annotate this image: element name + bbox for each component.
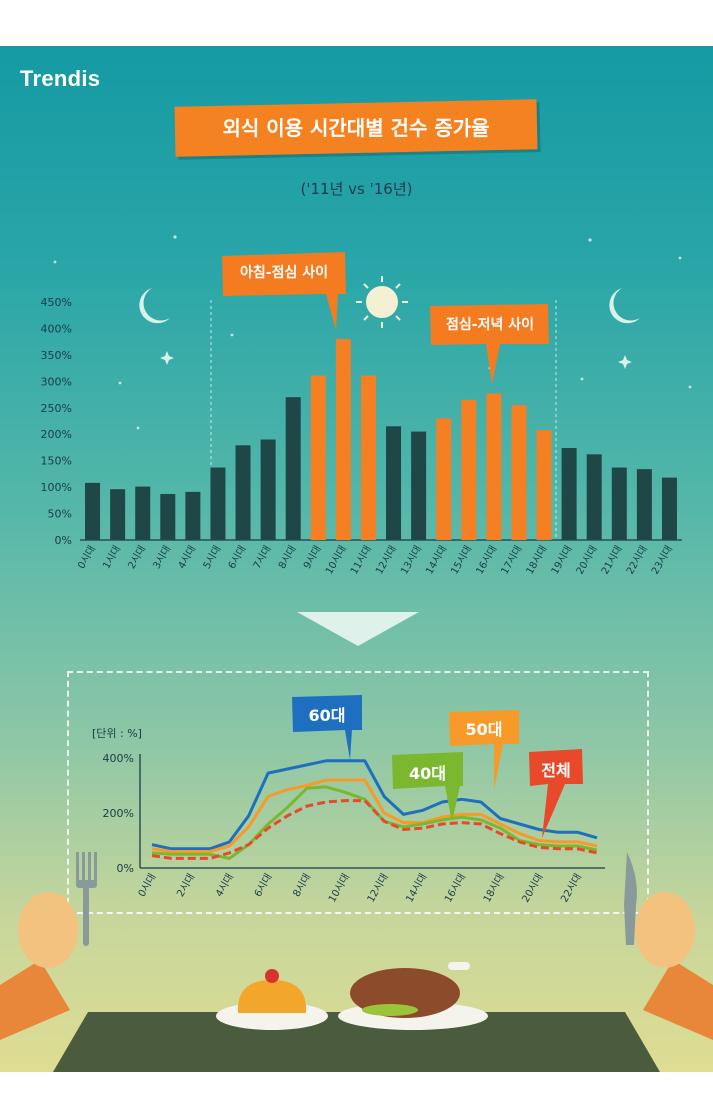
bar-4시대 bbox=[185, 491, 201, 540]
bar-2시대 bbox=[135, 486, 151, 540]
sun-icon bbox=[356, 276, 408, 328]
callout-shapes bbox=[222, 252, 549, 384]
bar-18시대 bbox=[536, 429, 552, 540]
callout-lunch-dinner: 점심-저녁 사이 bbox=[446, 317, 534, 333]
bar-6시대 bbox=[235, 445, 251, 540]
callout-50-bg bbox=[449, 710, 519, 790]
bar-chart: 0%50%100%150%200%250%300%350%400%450%0시대… bbox=[41, 296, 682, 576]
y-tick-label: 200% bbox=[103, 807, 134, 820]
logo: Trendis bbox=[20, 66, 101, 91]
callout-60-bg bbox=[292, 695, 362, 760]
callout-morning-lunch: 아침-점심 사이 bbox=[240, 265, 328, 281]
moon-right-icon bbox=[609, 288, 640, 324]
bar-20시대 bbox=[586, 454, 602, 540]
bar-8시대 bbox=[285, 397, 301, 540]
y-tick-label: 0% bbox=[55, 534, 72, 547]
fork-icon bbox=[76, 852, 97, 946]
bar-23시대 bbox=[661, 477, 677, 540]
callout-40-bg bbox=[392, 752, 463, 822]
bar-13시대 bbox=[411, 431, 427, 540]
callout-morning-lunch-bg bbox=[222, 252, 346, 330]
page-subtitle: ('11년 vs '16년) bbox=[300, 180, 413, 198]
y-tick-label: 150% bbox=[41, 455, 72, 468]
star-icon bbox=[618, 355, 632, 369]
line-chart-frame bbox=[67, 671, 649, 914]
cherry bbox=[265, 969, 279, 983]
y-tick-label: 0% bbox=[117, 862, 134, 875]
series-line-50대 bbox=[151, 778, 598, 853]
y-tick-label: 50% bbox=[48, 508, 72, 521]
bar-1시대 bbox=[110, 489, 126, 540]
bar-5시대 bbox=[210, 467, 226, 540]
right-cuff bbox=[643, 960, 713, 1040]
y-tick-label: 400% bbox=[41, 322, 72, 335]
series-line-60대 bbox=[151, 759, 598, 851]
bar-14시대 bbox=[436, 418, 452, 540]
bar-11시대 bbox=[360, 375, 376, 540]
bar-21시대 bbox=[611, 467, 627, 540]
chevron-down-icon bbox=[297, 612, 419, 646]
background bbox=[0, 46, 713, 1072]
bar-9시대 bbox=[310, 375, 326, 540]
callout-total: 전체 bbox=[541, 761, 571, 780]
bar-17시대 bbox=[511, 405, 527, 540]
table-top bbox=[53, 1012, 660, 1072]
left-hand bbox=[18, 892, 78, 968]
callout-60: 60대 bbox=[308, 706, 346, 725]
moon-left-icon bbox=[139, 288, 170, 324]
callout-40: 40대 bbox=[409, 764, 446, 783]
star-icon bbox=[160, 351, 174, 365]
bar-7시대 bbox=[260, 439, 276, 540]
knife-icon bbox=[624, 852, 637, 945]
y-tick-label: 450% bbox=[41, 296, 72, 309]
callout-lunch-dinner-bg bbox=[430, 304, 549, 384]
page-title: 외식 이용 시간대별 건수 증가율 bbox=[222, 116, 490, 140]
y-tick-label: 250% bbox=[41, 402, 72, 415]
bar-3시대 bbox=[160, 493, 176, 540]
left-cuff bbox=[0, 960, 70, 1040]
y-tick-label: 300% bbox=[41, 375, 72, 388]
callout-50: 50대 bbox=[465, 720, 503, 739]
right-hand bbox=[635, 892, 695, 968]
unit-label: [단위 : %] bbox=[92, 727, 142, 740]
bar-22시대 bbox=[636, 469, 652, 540]
bar-10시대 bbox=[335, 339, 351, 540]
y-tick-label: 100% bbox=[41, 481, 72, 494]
bar-15시대 bbox=[461, 399, 477, 540]
line-chart: [단위 : %]0%200%400%0시대 2시대 4시대 6시대 8시대 10시대 12시… bbox=[92, 727, 605, 904]
bar-0시대 bbox=[85, 482, 101, 540]
callout-total-bg bbox=[529, 749, 583, 838]
y-tick-label: 200% bbox=[41, 428, 72, 441]
series-line-전체 bbox=[151, 799, 598, 860]
bar-16시대 bbox=[486, 393, 502, 540]
bar-12시대 bbox=[386, 426, 402, 540]
y-tick-label: 400% bbox=[103, 752, 134, 765]
bar-19시대 bbox=[561, 447, 577, 540]
y-tick-label: 350% bbox=[41, 349, 72, 362]
line-callout-shapes bbox=[292, 695, 583, 838]
pudding bbox=[237, 980, 307, 1013]
